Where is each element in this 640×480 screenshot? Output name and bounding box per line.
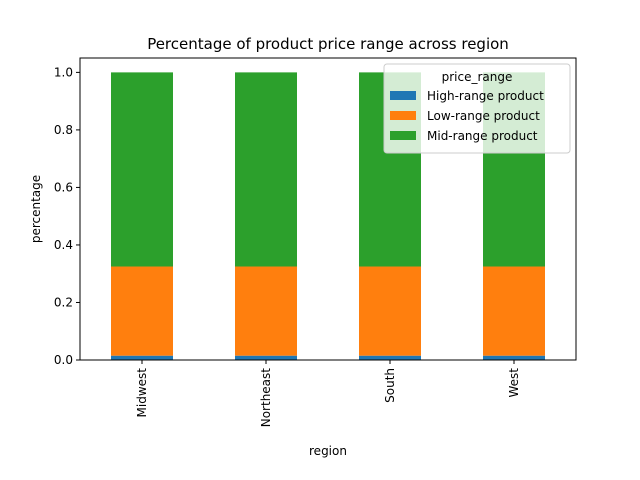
legend-title: price_range: [442, 70, 513, 84]
bar-northeast-series-0: [235, 355, 297, 360]
bar-west-series-1: [483, 266, 545, 356]
x-tick-label-south: South: [383, 368, 397, 403]
x-axis: Midwest Northeast South West: [135, 360, 521, 427]
y-tick-label: 0.2: [54, 295, 73, 309]
legend-items: High-range product Low-range product Mid-r…: [390, 89, 544, 143]
x-axis-label: region: [309, 444, 347, 458]
x-tick-label-midwest: Midwest: [135, 368, 149, 418]
bar-south-series-1: [359, 266, 421, 356]
y-tick-label: 0.0: [54, 353, 73, 367]
y-axis-label: percentage: [29, 175, 43, 243]
y-tick-label: 0.4: [54, 238, 73, 252]
bar-midwest-series-2: [111, 72, 173, 267]
legend-label: High-range product: [427, 89, 544, 103]
bar-northeast-series-1: [235, 266, 297, 356]
legend-swatch: [390, 91, 416, 100]
x-tick-label-northeast: Northeast: [259, 368, 273, 428]
legend-swatch: [390, 131, 416, 140]
y-tick-label: 0.6: [54, 180, 73, 194]
bar-south-series-0: [359, 355, 421, 360]
legend-box: [383, 63, 571, 154]
y-axis: 0.0 0.2 0.4 0.6 0.8 1.0: [54, 65, 80, 367]
legend-label: Mid-range product: [427, 129, 538, 143]
bar-northeast-series-2: [235, 72, 297, 267]
chart-title: Percentage of product price range across…: [147, 35, 509, 53]
bar-west-series-0: [483, 355, 545, 360]
x-tick-label-west: West: [507, 368, 521, 398]
legend: price_range High-range product Low-range …: [383, 63, 571, 154]
legend-label: Low-range product: [427, 109, 540, 123]
y-tick-label: 1.0: [54, 65, 73, 79]
legend-swatch: [390, 111, 416, 120]
y-tick-label: 0.8: [54, 123, 73, 137]
bar-midwest-series-0: [111, 355, 173, 360]
bar-midwest-series-1: [111, 266, 173, 356]
plot-frame: [79, 57, 577, 361]
